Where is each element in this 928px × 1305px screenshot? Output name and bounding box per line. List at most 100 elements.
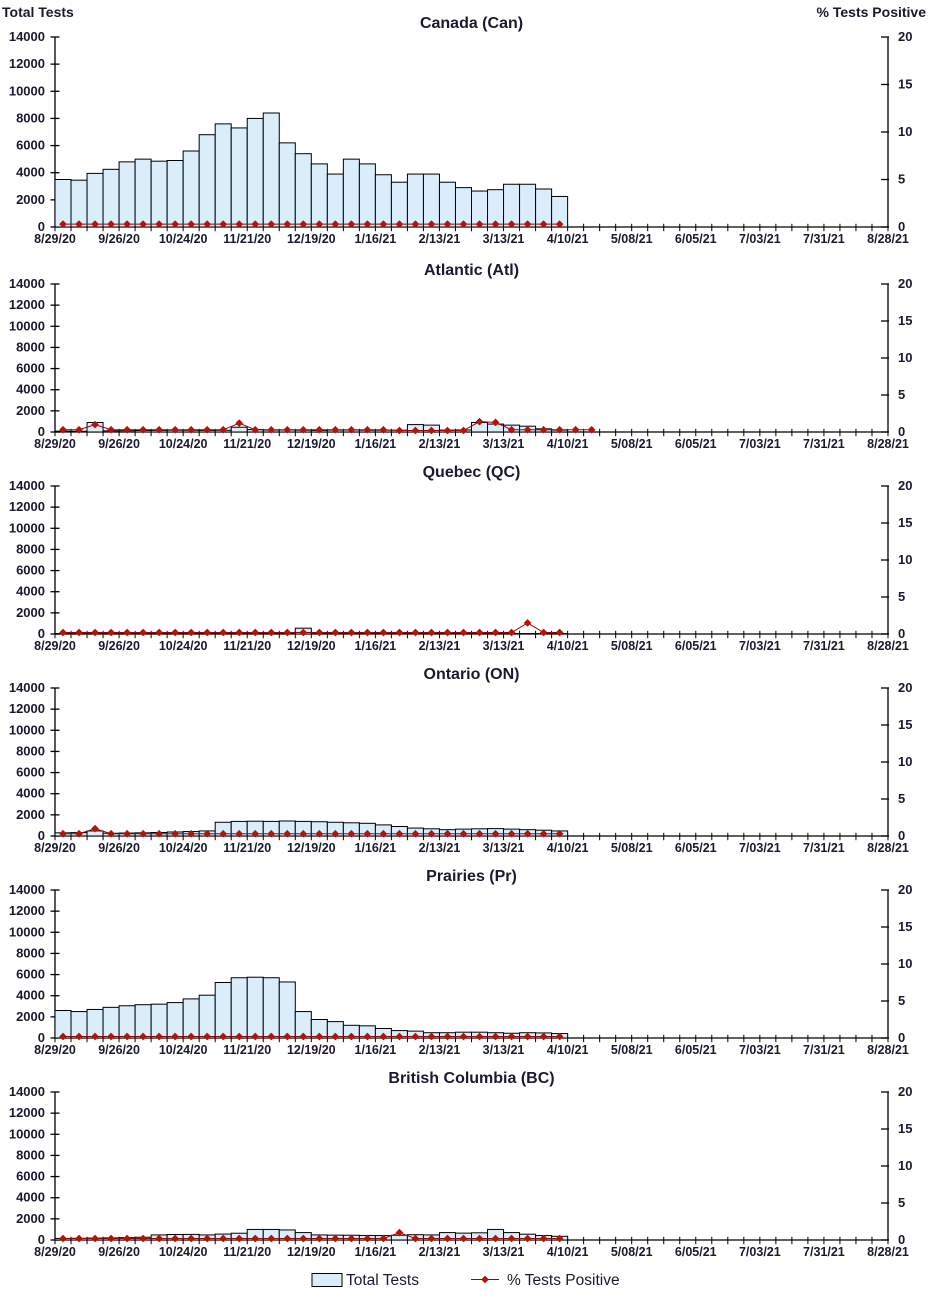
svg-text:2000: 2000 [16,1211,45,1226]
svg-text:9/26/20: 9/26/20 [98,1245,140,1259]
svg-text:% Tests Positive: % Tests Positive [817,4,927,20]
svg-text:5/08/21: 5/08/21 [611,437,653,451]
svg-text:1/16/21: 1/16/21 [355,437,397,451]
svg-text:12000: 12000 [9,499,45,514]
svg-text:15: 15 [898,717,912,732]
svg-text:14000: 14000 [9,276,45,291]
svg-text:7/03/21: 7/03/21 [739,232,781,246]
svg-text:7/31/21: 7/31/21 [803,1043,845,1057]
svg-text:12/19/20: 12/19/20 [287,1043,336,1057]
svg-text:10/24/20: 10/24/20 [159,437,208,451]
svg-text:5: 5 [898,387,905,402]
svg-text:British Columbia (BC): British Columbia (BC) [388,1070,554,1087]
svg-text:6/05/21: 6/05/21 [675,232,717,246]
svg-text:8/29/20: 8/29/20 [34,841,76,855]
svg-text:5/08/21: 5/08/21 [611,841,653,855]
svg-text:12000: 12000 [9,297,45,312]
svg-text:20: 20 [898,1084,912,1099]
svg-text:6000: 6000 [16,1169,45,1184]
svg-text:2000: 2000 [16,807,45,822]
svg-text:10000: 10000 [9,1126,45,1141]
svg-text:10000: 10000 [9,83,45,98]
svg-text:14000: 14000 [9,478,45,493]
svg-text:10: 10 [898,552,912,567]
svg-text:3/13/21: 3/13/21 [483,841,525,855]
svg-text:3/13/21: 3/13/21 [483,437,525,451]
svg-text:4000: 4000 [16,165,45,180]
svg-text:8000: 8000 [16,541,45,556]
svg-text:7/03/21: 7/03/21 [739,1245,781,1259]
svg-text:12/19/20: 12/19/20 [287,841,336,855]
svg-text:% Tests Positive: % Tests Positive [507,1272,620,1289]
svg-text:6000: 6000 [16,563,45,578]
svg-text:2/13/21: 2/13/21 [419,841,461,855]
svg-text:2/13/21: 2/13/21 [419,437,461,451]
svg-text:15: 15 [898,313,912,328]
svg-text:Total Tests: Total Tests [346,1272,419,1289]
svg-text:6/05/21: 6/05/21 [675,841,717,855]
svg-text:10/24/20: 10/24/20 [159,1245,208,1259]
svg-text:4000: 4000 [16,786,45,801]
svg-text:8/28/21: 8/28/21 [867,841,909,855]
svg-text:12/19/20: 12/19/20 [287,232,336,246]
svg-text:5/08/21: 5/08/21 [611,1043,653,1057]
svg-text:1/16/21: 1/16/21 [355,639,397,653]
svg-text:4000: 4000 [16,988,45,1003]
svg-text:6000: 6000 [16,967,45,982]
svg-text:11/21/20: 11/21/20 [223,1043,271,1057]
svg-text:6000: 6000 [16,765,45,780]
svg-text:10/24/20: 10/24/20 [159,639,208,653]
svg-text:14000: 14000 [9,882,45,897]
svg-text:7/03/21: 7/03/21 [739,437,781,451]
svg-text:9/26/20: 9/26/20 [98,841,140,855]
svg-text:12/19/20: 12/19/20 [287,1245,336,1259]
svg-text:6000: 6000 [16,361,45,376]
svg-text:10: 10 [898,754,912,769]
svg-text:8/29/20: 8/29/20 [34,1043,76,1057]
svg-text:20: 20 [898,29,912,44]
svg-text:5/08/21: 5/08/21 [611,639,653,653]
svg-text:4/10/21: 4/10/21 [547,232,589,246]
svg-text:8/28/21: 8/28/21 [867,437,909,451]
svg-text:8/28/21: 8/28/21 [867,639,909,653]
svg-text:8/29/20: 8/29/20 [34,639,76,653]
svg-text:7/31/21: 7/31/21 [803,639,845,653]
svg-text:2000: 2000 [16,605,45,620]
svg-text:1/16/21: 1/16/21 [355,841,397,855]
svg-text:2000: 2000 [16,403,45,418]
svg-text:8000: 8000 [16,743,45,758]
svg-text:10: 10 [898,956,912,971]
svg-text:7/31/21: 7/31/21 [803,1245,845,1259]
svg-text:8/29/20: 8/29/20 [34,1245,76,1259]
svg-text:4/10/21: 4/10/21 [547,639,589,653]
svg-text:12000: 12000 [9,1105,45,1120]
svg-text:10: 10 [898,1158,912,1173]
svg-text:14000: 14000 [9,1084,45,1099]
svg-text:11/21/20: 11/21/20 [223,1245,271,1259]
svg-text:4/10/21: 4/10/21 [547,1043,589,1057]
svg-text:10/24/20: 10/24/20 [159,1043,208,1057]
svg-text:Ontario (ON): Ontario (ON) [424,666,520,683]
svg-text:2/13/21: 2/13/21 [419,232,461,246]
svg-text:10: 10 [898,124,912,139]
svg-text:4000: 4000 [16,584,45,599]
svg-text:10000: 10000 [9,722,45,737]
svg-text:8/29/20: 8/29/20 [34,437,76,451]
svg-text:2/13/21: 2/13/21 [419,1043,461,1057]
svg-text:8000: 8000 [16,339,45,354]
svg-text:20: 20 [898,478,912,493]
svg-text:14000: 14000 [9,29,45,44]
svg-text:15: 15 [898,919,912,934]
svg-text:4/10/21: 4/10/21 [547,841,589,855]
svg-text:20: 20 [898,882,912,897]
svg-text:6/05/21: 6/05/21 [675,639,717,653]
svg-text:4/10/21: 4/10/21 [547,437,589,451]
svg-text:8/28/21: 8/28/21 [867,1043,909,1057]
svg-text:20: 20 [898,680,912,695]
svg-text:7/31/21: 7/31/21 [803,841,845,855]
svg-text:8/28/21: 8/28/21 [867,1245,909,1259]
svg-text:Prairies (Pr): Prairies (Pr) [426,868,517,885]
svg-text:Total Tests: Total Tests [2,4,74,20]
svg-text:4000: 4000 [16,1190,45,1205]
svg-text:Atlantic (Atl): Atlantic (Atl) [424,262,519,279]
